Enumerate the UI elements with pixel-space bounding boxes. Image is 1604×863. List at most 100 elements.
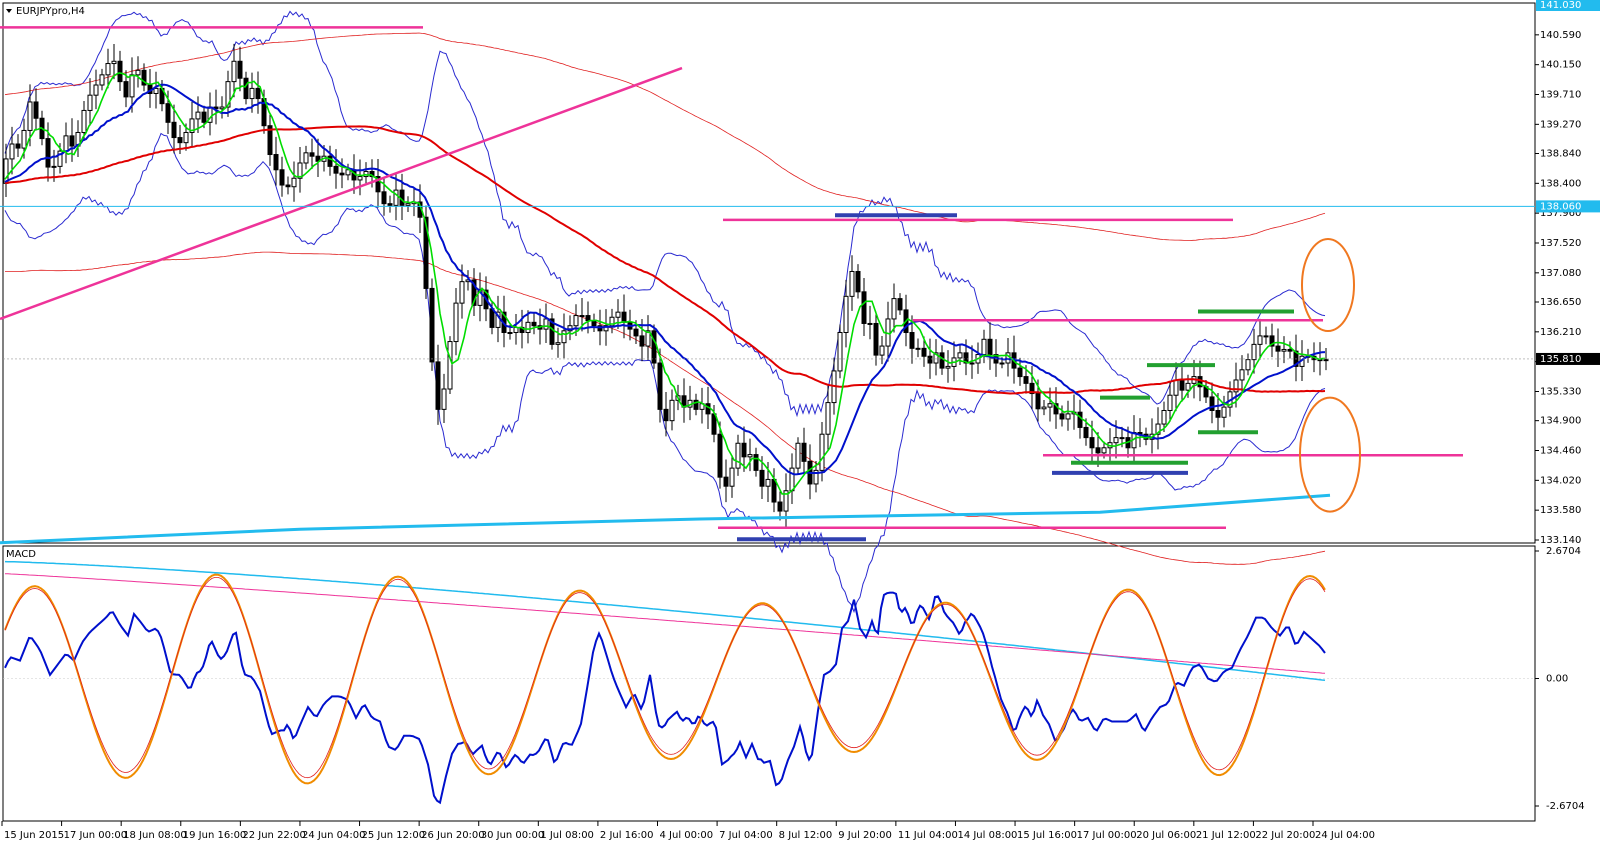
candle-body xyxy=(657,362,663,410)
candle xyxy=(429,278,435,371)
candle xyxy=(105,48,111,89)
candle-body xyxy=(1179,379,1185,391)
candle-body xyxy=(45,138,51,168)
price-tag-background xyxy=(1536,200,1600,213)
candle xyxy=(111,43,117,80)
candle xyxy=(1029,365,1035,410)
candle xyxy=(219,96,225,119)
candle-body xyxy=(1113,437,1119,444)
candle xyxy=(849,255,855,311)
candle xyxy=(753,447,759,477)
candle-body xyxy=(867,322,873,325)
candle xyxy=(855,264,861,299)
candle-body xyxy=(111,60,117,65)
candle xyxy=(645,315,651,361)
x-tick-label: 17 Jun 00:00 xyxy=(64,830,128,841)
candle-body xyxy=(651,330,657,364)
candle xyxy=(1323,348,1329,371)
candle xyxy=(1041,400,1047,416)
envelope-upper xyxy=(4,32,1326,242)
candle-body xyxy=(429,287,435,363)
candle xyxy=(531,312,537,335)
candle xyxy=(171,104,177,154)
candle-body xyxy=(927,355,933,364)
candle xyxy=(1161,401,1167,432)
x-tick-label: 26 Jun 20:00 xyxy=(421,830,485,841)
x-tick-label: 2 Jul 16:00 xyxy=(600,830,654,841)
candle-body xyxy=(1017,367,1023,378)
candle xyxy=(309,138,315,169)
mid-ma-line xyxy=(4,83,1326,476)
candle xyxy=(153,71,159,109)
candle-body xyxy=(435,361,441,410)
candle-body xyxy=(123,81,129,98)
candle xyxy=(879,336,885,365)
candle-body xyxy=(105,63,111,76)
candle-body xyxy=(843,295,849,334)
candle xyxy=(297,147,303,193)
candle-body xyxy=(171,121,177,139)
candle-body xyxy=(87,94,93,111)
x-tick-label: 20 Jul 06:00 xyxy=(1136,830,1196,841)
candle-body xyxy=(1035,393,1041,410)
target-ellipse xyxy=(1299,396,1361,513)
candle-body xyxy=(423,216,429,289)
candle xyxy=(435,344,441,425)
candle-body xyxy=(795,442,801,469)
candle-body xyxy=(1245,359,1251,371)
candle-body xyxy=(231,60,237,83)
candle-body xyxy=(15,143,21,149)
candle-body xyxy=(57,150,63,167)
candle xyxy=(267,113,273,166)
candle-body xyxy=(1119,437,1125,440)
candle-body xyxy=(225,81,231,108)
candle xyxy=(729,455,735,498)
candle xyxy=(1287,341,1293,359)
candle-body xyxy=(711,413,717,435)
candle xyxy=(1053,387,1059,429)
candle xyxy=(1215,393,1221,433)
macd-slow-pink-line xyxy=(4,573,1326,674)
candle-body xyxy=(33,101,39,119)
candle-body xyxy=(441,388,447,410)
fast-ma-line xyxy=(4,72,1326,495)
candle-body xyxy=(873,322,879,356)
candle-body xyxy=(1251,343,1257,361)
candle-body xyxy=(663,408,669,422)
candle-body xyxy=(93,84,99,96)
candle xyxy=(225,70,231,117)
candle xyxy=(447,336,453,394)
candle-body xyxy=(81,109,87,133)
candle-body xyxy=(63,135,69,152)
candle-body xyxy=(1155,423,1161,435)
candle-body xyxy=(531,321,537,327)
candle-body xyxy=(1263,335,1269,338)
macd-tick-label: 0.00 xyxy=(1546,674,1568,685)
x-tick-label: 18 Jun 08:00 xyxy=(123,830,187,841)
candle-body xyxy=(309,152,315,157)
candle-body xyxy=(945,365,951,369)
candle xyxy=(255,71,261,114)
chevron-down-icon[interactable] xyxy=(6,9,12,13)
y-tick-label: 140.590 xyxy=(1540,30,1581,41)
chart-title-group[interactable]: EURJPYpro,H4 xyxy=(6,6,85,17)
candle-body xyxy=(459,281,465,304)
candle-body xyxy=(633,328,639,337)
candle-body xyxy=(861,291,867,324)
candle xyxy=(243,71,249,105)
macd-signal-line xyxy=(4,577,1326,779)
candle xyxy=(1221,395,1227,428)
candle xyxy=(651,324,657,369)
candle xyxy=(723,459,729,503)
candle-body xyxy=(777,501,783,512)
candle-body xyxy=(981,338,987,356)
candle xyxy=(393,173,399,221)
y-tick-label: 137.080 xyxy=(1540,268,1581,279)
candle xyxy=(441,373,447,423)
candle-body xyxy=(957,352,963,359)
candle-body xyxy=(1275,345,1281,352)
candle xyxy=(933,339,939,376)
candle xyxy=(1059,405,1065,427)
candle-body xyxy=(693,399,699,410)
